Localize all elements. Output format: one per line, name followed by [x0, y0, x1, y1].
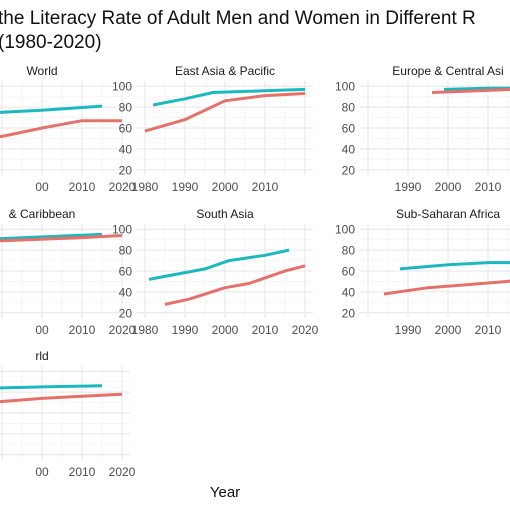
y-tick-label: 40	[342, 285, 356, 299]
series-line-male	[443, 86, 510, 91]
y-tick-label: 80	[119, 101, 133, 115]
series-line-male	[0, 384, 103, 390]
y-tick-label: 60	[119, 122, 133, 136]
x-tick-label: 2000	[212, 180, 239, 194]
x-tick-label: 1990	[172, 323, 199, 337]
x-tick-label: 1990	[172, 180, 199, 194]
y-tick-label: 80	[342, 101, 356, 115]
y-tick-label: 60	[342, 122, 356, 136]
facet-label: World	[26, 64, 57, 78]
series-line-female	[0, 392, 123, 404]
x-tick-label: 1980	[132, 180, 159, 194]
x-tick-label: 2000	[435, 323, 462, 337]
y-tick-label: 100	[335, 223, 355, 237]
x-axis-title: Year	[210, 484, 240, 501]
y-tick-label: 100	[335, 80, 355, 94]
panel-sub-saharan-africa: Sub-Saharan Africa 20 40 60 80 100 1990 2000 201…	[335, 207, 510, 337]
y-tick-label: 60	[119, 265, 133, 279]
facet-label: Europe & Central Asi	[392, 64, 503, 78]
x-tick-label: 1990	[395, 180, 422, 194]
panel-east-asia-and-pacific: East Asia & Pacific 20 40 60 80 100 1980 1990 20…	[112, 64, 313, 194]
x-tick-label: 2010	[475, 180, 502, 194]
facet-label: South Asia	[196, 207, 254, 221]
series-line-male	[152, 87, 306, 107]
x-tick-label: 1990	[395, 323, 422, 337]
facet-label: East Asia & Pacific	[175, 64, 275, 78]
x-tick-label: 2010	[252, 323, 279, 337]
y-tick-label: 80	[342, 244, 356, 258]
facet-label: Sub-Saharan Africa	[396, 207, 500, 221]
x-tick-label: 2010	[252, 180, 279, 194]
y-tick-label: 20	[119, 306, 133, 320]
y-tick-label: 20	[342, 163, 356, 177]
chart-title: the Literacy Rate of Adult Men and Women…	[0, 8, 476, 29]
panel-world: World 00 2010 2020	[0, 64, 136, 194]
x-tick-label: 2000	[435, 180, 462, 194]
series-line-male	[399, 261, 510, 271]
x-tick-label: 2010	[69, 323, 96, 337]
y-tick-label: 60	[342, 265, 356, 279]
x-tick-label: 2000	[212, 323, 239, 337]
panel-europe-and-central-asi: Europe & Central Asi 20 40 60 80 100 1990 2000 2…	[335, 64, 510, 194]
y-tick-label: 40	[119, 285, 133, 299]
chart-subtitle: (1980-2020)	[0, 32, 102, 53]
x-tick-label: 2010	[475, 323, 502, 337]
y-tick-label: 20	[119, 163, 133, 177]
panel-rld: rld 00 2010 2020	[0, 349, 136, 479]
x-tick-label: 00	[35, 180, 49, 194]
series-line-male	[0, 104, 103, 114]
y-tick-label: 40	[119, 142, 133, 156]
series-line-female	[0, 119, 122, 139]
y-tick-label: 80	[119, 244, 133, 258]
series-line-male	[0, 232, 103, 241]
facet-label: & Caribbean	[9, 207, 76, 221]
x-tick-label: 00	[35, 323, 49, 337]
panel-south-asia: South Asia 20 40 60 80 100 1980 1990 2000 2010 202…	[112, 207, 319, 337]
x-tick-label: 2010	[69, 465, 96, 479]
x-tick-label: 2020	[109, 180, 136, 194]
series-line-female	[0, 234, 123, 243]
x-tick-label: 2010	[69, 180, 96, 194]
series-line-female	[164, 264, 306, 306]
panel-and-caribbean: & Caribbean 00 2010 2020	[0, 207, 136, 337]
x-tick-label: 2020	[292, 323, 319, 337]
y-tick-label: 40	[342, 142, 356, 156]
x-tick-label: 2020	[109, 465, 136, 479]
y-tick-label: 100	[112, 80, 132, 94]
y-tick-label: 100	[112, 223, 132, 237]
x-tick-label: 00	[35, 465, 49, 479]
series-line-female	[383, 279, 510, 296]
x-tick-label: 2020	[109, 323, 136, 337]
x-tick-label: 1980	[132, 323, 159, 337]
series-line-female	[431, 87, 510, 94]
series-line-female	[144, 92, 306, 133]
y-tick-label: 20	[342, 306, 356, 320]
facet-label: rld	[35, 349, 48, 363]
series-line-male	[148, 248, 290, 281]
